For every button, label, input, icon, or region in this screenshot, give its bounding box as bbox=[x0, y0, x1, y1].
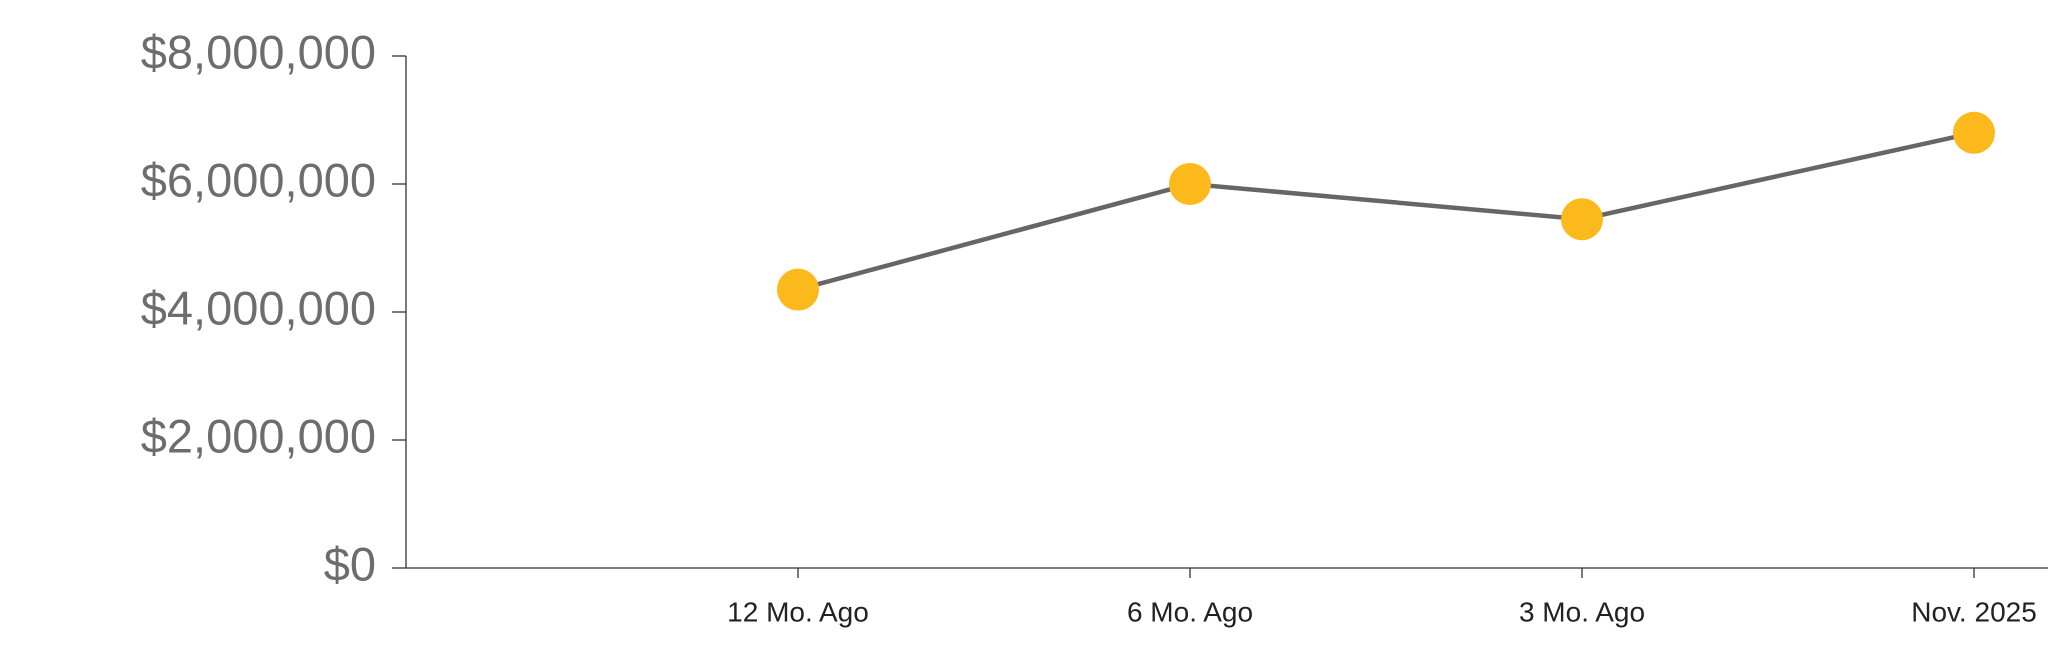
data-point bbox=[1953, 111, 1995, 154]
y-tick-label: $2,000,000 bbox=[141, 409, 376, 462]
data-point bbox=[1561, 198, 1603, 241]
x-tick-label: 6 Mo. Ago bbox=[1127, 596, 1253, 627]
data-line bbox=[797, 130, 1975, 292]
x-tick-label: 3 Mo. Ago bbox=[1519, 596, 1645, 627]
y-tick-label: $4,000,000 bbox=[141, 281, 376, 334]
y-tick-label: $8,000,000 bbox=[141, 25, 376, 78]
data-point bbox=[777, 268, 819, 311]
data-point bbox=[1169, 163, 1211, 205]
x-tick-label: 12 Mo. Ago bbox=[727, 596, 869, 627]
y-tick-label: $0 bbox=[324, 537, 376, 590]
x-tick-label: Nov. 2025 bbox=[1911, 596, 2037, 627]
y-tick-label: $6,000,000 bbox=[141, 153, 376, 206]
